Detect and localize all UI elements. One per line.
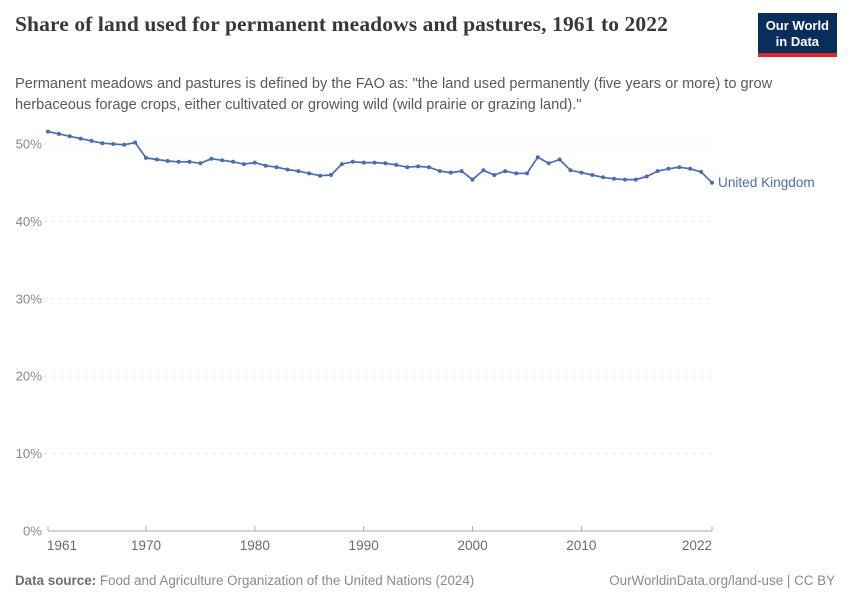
data-point-marker[interactable]	[176, 159, 181, 164]
data-point-marker[interactable]	[655, 169, 660, 174]
x-axis-tick-label: 2010	[566, 538, 597, 553]
x-axis-tick-label: 1970	[131, 538, 162, 553]
data-point-marker[interactable]	[100, 141, 105, 146]
data-point-marker[interactable]	[710, 180, 714, 185]
data-point-marker[interactable]	[579, 170, 584, 175]
data-point-marker[interactable]	[525, 171, 529, 176]
data-point-marker[interactable]	[568, 168, 573, 173]
data-point-marker[interactable]	[666, 166, 671, 171]
data-point-marker[interactable]	[492, 173, 497, 177]
series-label[interactable]: United Kingdom	[718, 175, 815, 190]
data-point-marker[interactable]	[514, 171, 519, 176]
data-point-marker[interactable]	[612, 176, 616, 181]
data-point-marker[interactable]	[122, 142, 127, 147]
data-point-marker[interactable]	[590, 173, 595, 177]
data-point-marker[interactable]	[56, 131, 61, 136]
data-point-marker[interactable]	[133, 140, 138, 145]
x-axis-tick-label: 1990	[349, 538, 380, 553]
data-point-marker[interactable]	[111, 142, 116, 146]
y-axis-tick-label: 0%	[23, 524, 42, 539]
data-point-marker[interactable]	[601, 175, 606, 180]
data-point-marker[interactable]	[46, 129, 50, 134]
data-point-marker[interactable]	[688, 166, 693, 171]
data-point-marker[interactable]	[339, 162, 344, 167]
data-point-marker[interactable]	[361, 160, 366, 165]
data-source-note: Data source: Food and Agriculture Organi…	[15, 573, 474, 588]
data-point-marker[interactable]	[535, 155, 540, 160]
data-point-marker[interactable]	[78, 136, 83, 141]
footer-right: OurWorldinData.org/land-use | CC BY	[609, 573, 835, 588]
y-axis-tick-label: 40%	[16, 214, 43, 229]
chart-subtitle: Permanent meadows and pastures is define…	[15, 76, 773, 114]
data-source-text: Food and Agriculture Organization of the…	[96, 573, 475, 588]
data-point-marker[interactable]	[633, 177, 638, 182]
data-point-marker[interactable]	[437, 169, 442, 174]
data-point-marker[interactable]	[481, 168, 486, 173]
data-point-marker[interactable]	[154, 157, 159, 162]
y-axis-tick-label: 20%	[16, 369, 43, 384]
data-point-marker[interactable]	[241, 162, 246, 167]
data-point-marker[interactable]	[329, 173, 333, 177]
data-point-marker[interactable]	[252, 160, 257, 165]
data-point-marker[interactable]	[644, 174, 649, 179]
data-point-marker[interactable]	[557, 157, 562, 162]
data-point-marker[interactable]	[677, 165, 682, 170]
data-source-label: Data source:	[15, 573, 97, 588]
license-badge: | CC BY	[783, 573, 835, 588]
data-point-marker[interactable]	[383, 161, 388, 166]
owid-logo-line1: Our World	[765, 18, 829, 33]
data-point-marker[interactable]	[67, 134, 72, 139]
data-point-marker[interactable]	[165, 159, 170, 163]
x-axis-tick-label: 1980	[240, 538, 271, 553]
data-point-marker[interactable]	[263, 163, 268, 168]
data-point-marker[interactable]	[231, 159, 235, 164]
data-point-marker[interactable]	[622, 177, 627, 182]
data-point-marker[interactable]	[307, 171, 312, 176]
data-point-marker[interactable]	[427, 165, 431, 170]
owid-logo[interactable]: Our World in Data	[757, 13, 837, 58]
y-axis-tick-label: 10%	[16, 446, 43, 461]
data-point-marker[interactable]	[350, 159, 355, 164]
data-point-marker[interactable]	[503, 169, 508, 174]
data-point-marker[interactable]	[394, 162, 399, 167]
data-point-marker[interactable]	[187, 159, 192, 164]
data-point-marker[interactable]	[198, 161, 203, 166]
data-point-marker[interactable]	[144, 155, 148, 160]
chart-footer: Data source: Food and Agriculture Organi…	[15, 573, 835, 588]
x-axis-tick-label: 2000	[457, 538, 488, 553]
data-point-marker[interactable]	[546, 161, 551, 166]
owid-logo-line2: in Data	[775, 33, 820, 49]
data-point-marker[interactable]	[89, 138, 94, 143]
data-point-marker[interactable]	[209, 156, 214, 161]
data-point-marker[interactable]	[699, 169, 704, 174]
y-axis-tick-label: 50%	[16, 137, 43, 152]
x-axis-tick-label: 2022	[682, 538, 712, 553]
data-point-marker[interactable]	[318, 173, 323, 178]
owid-url-link[interactable]: OurWorldinData.org/land-use	[609, 573, 784, 588]
y-axis-tick-label: 30%	[16, 291, 43, 306]
data-point-marker[interactable]	[416, 164, 421, 169]
page-title: Share of land used for permanent meadows…	[15, 12, 668, 36]
data-point-marker[interactable]	[274, 165, 279, 170]
data-point-marker[interactable]	[470, 177, 475, 182]
data-point-marker[interactable]	[285, 167, 290, 172]
data-point-marker[interactable]	[372, 160, 377, 165]
data-point-marker[interactable]	[448, 170, 453, 175]
data-point-marker[interactable]	[405, 165, 410, 170]
data-point-marker[interactable]	[220, 158, 225, 163]
data-point-marker[interactable]	[459, 169, 464, 174]
x-axis-tick-label: 1961	[47, 538, 77, 553]
data-point-marker[interactable]	[296, 169, 301, 174]
